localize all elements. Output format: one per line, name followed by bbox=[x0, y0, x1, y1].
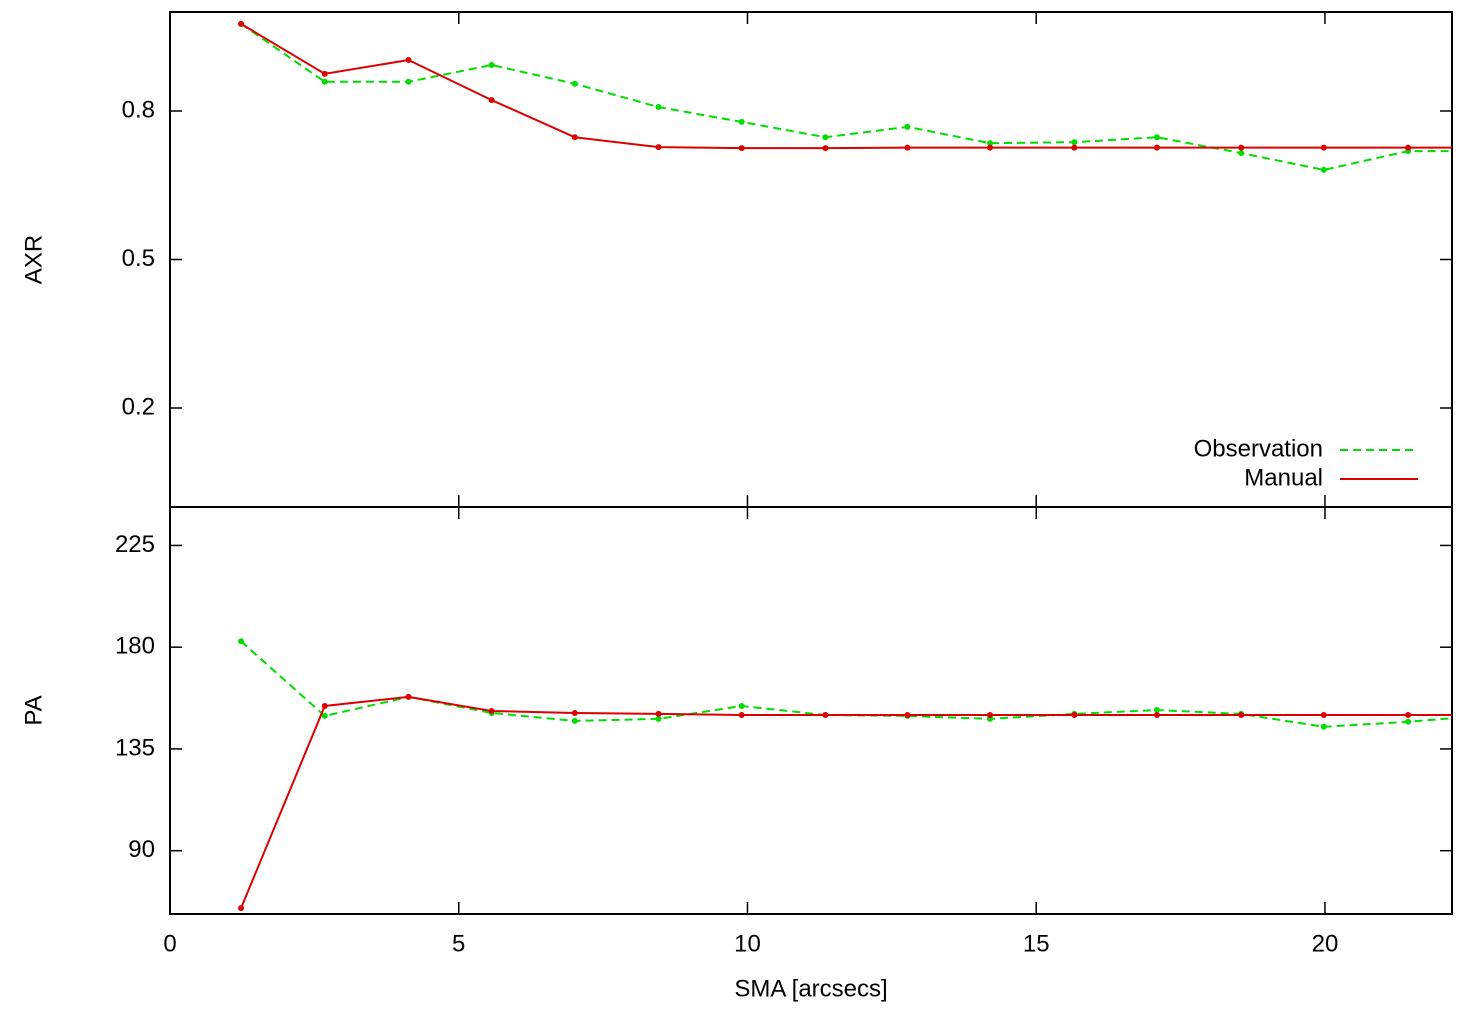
data-point bbox=[1071, 712, 1078, 719]
data-point bbox=[904, 123, 911, 130]
y-axis-label: PA bbox=[20, 695, 47, 725]
data-point bbox=[1153, 144, 1160, 151]
y-tick-label: 0.8 bbox=[122, 96, 155, 123]
data-point bbox=[1238, 150, 1245, 157]
data-point bbox=[321, 70, 328, 77]
data-point bbox=[1071, 139, 1078, 146]
x-tick-label: 5 bbox=[452, 930, 465, 957]
data-point bbox=[1405, 144, 1412, 151]
x-axis-label: SMA [arcsecs] bbox=[734, 975, 887, 1002]
data-point bbox=[405, 78, 412, 85]
data-point bbox=[904, 712, 911, 719]
data-point bbox=[738, 118, 745, 125]
data-point bbox=[1238, 712, 1245, 719]
data-point bbox=[1320, 144, 1327, 151]
data-point bbox=[1320, 712, 1327, 719]
data-point bbox=[321, 702, 328, 709]
y-tick-label: 90 bbox=[128, 836, 155, 863]
data-point bbox=[488, 97, 495, 104]
data-point bbox=[655, 715, 662, 722]
data-point bbox=[1320, 166, 1327, 173]
series-line bbox=[240, 23, 1452, 150]
data-point bbox=[238, 905, 245, 912]
x-tick-label: 0 bbox=[163, 930, 176, 957]
data-point bbox=[571, 80, 578, 87]
data-point bbox=[238, 638, 245, 645]
y-tick-label: 0.5 bbox=[122, 245, 155, 272]
data-point bbox=[405, 693, 412, 700]
plot-frame bbox=[169, 11, 1453, 508]
data-point bbox=[822, 145, 829, 152]
data-point bbox=[238, 20, 245, 27]
y-tick-label: 225 bbox=[115, 531, 155, 558]
data-point bbox=[321, 712, 328, 719]
data-point bbox=[571, 709, 578, 716]
data-point bbox=[738, 702, 745, 709]
plot-frame bbox=[169, 506, 1453, 915]
x-tick-label: 20 bbox=[1312, 930, 1339, 957]
legend-label: Manual bbox=[1244, 464, 1323, 491]
plot-area bbox=[238, 638, 1452, 912]
data-point bbox=[405, 57, 412, 64]
data-point bbox=[987, 712, 994, 719]
data-point bbox=[1153, 712, 1160, 719]
data-point bbox=[1320, 723, 1327, 730]
y-tick-label: 180 bbox=[115, 633, 155, 660]
data-point bbox=[1153, 707, 1160, 714]
data-point bbox=[822, 712, 829, 719]
data-point bbox=[987, 144, 994, 151]
data-point bbox=[571, 134, 578, 141]
data-point bbox=[987, 140, 994, 147]
y-tick-label: 135 bbox=[115, 734, 155, 761]
data-point bbox=[655, 144, 662, 151]
data-point bbox=[1238, 144, 1245, 151]
data-point bbox=[488, 707, 495, 714]
data-point bbox=[1405, 718, 1412, 725]
data-point bbox=[571, 717, 578, 724]
legend-label: Observation bbox=[1194, 435, 1323, 462]
x-tick-label: 10 bbox=[734, 930, 761, 957]
y-axis-label: AXR bbox=[20, 235, 47, 284]
data-point bbox=[321, 78, 328, 85]
data-point bbox=[738, 712, 745, 719]
y-tick-label: 0.2 bbox=[122, 393, 155, 420]
data-point bbox=[1153, 134, 1160, 141]
data-point bbox=[904, 144, 911, 151]
series-line bbox=[240, 23, 1452, 171]
data-point bbox=[488, 61, 495, 68]
data-point bbox=[655, 710, 662, 717]
data-point bbox=[1071, 144, 1078, 151]
series-line bbox=[240, 640, 1452, 728]
data-point bbox=[1405, 712, 1412, 719]
series-line bbox=[240, 695, 1452, 909]
data-point bbox=[822, 134, 829, 141]
data-point bbox=[655, 104, 662, 111]
plot-area bbox=[238, 20, 1452, 173]
x-tick-label: 15 bbox=[1023, 930, 1050, 957]
data-point bbox=[738, 145, 745, 152]
